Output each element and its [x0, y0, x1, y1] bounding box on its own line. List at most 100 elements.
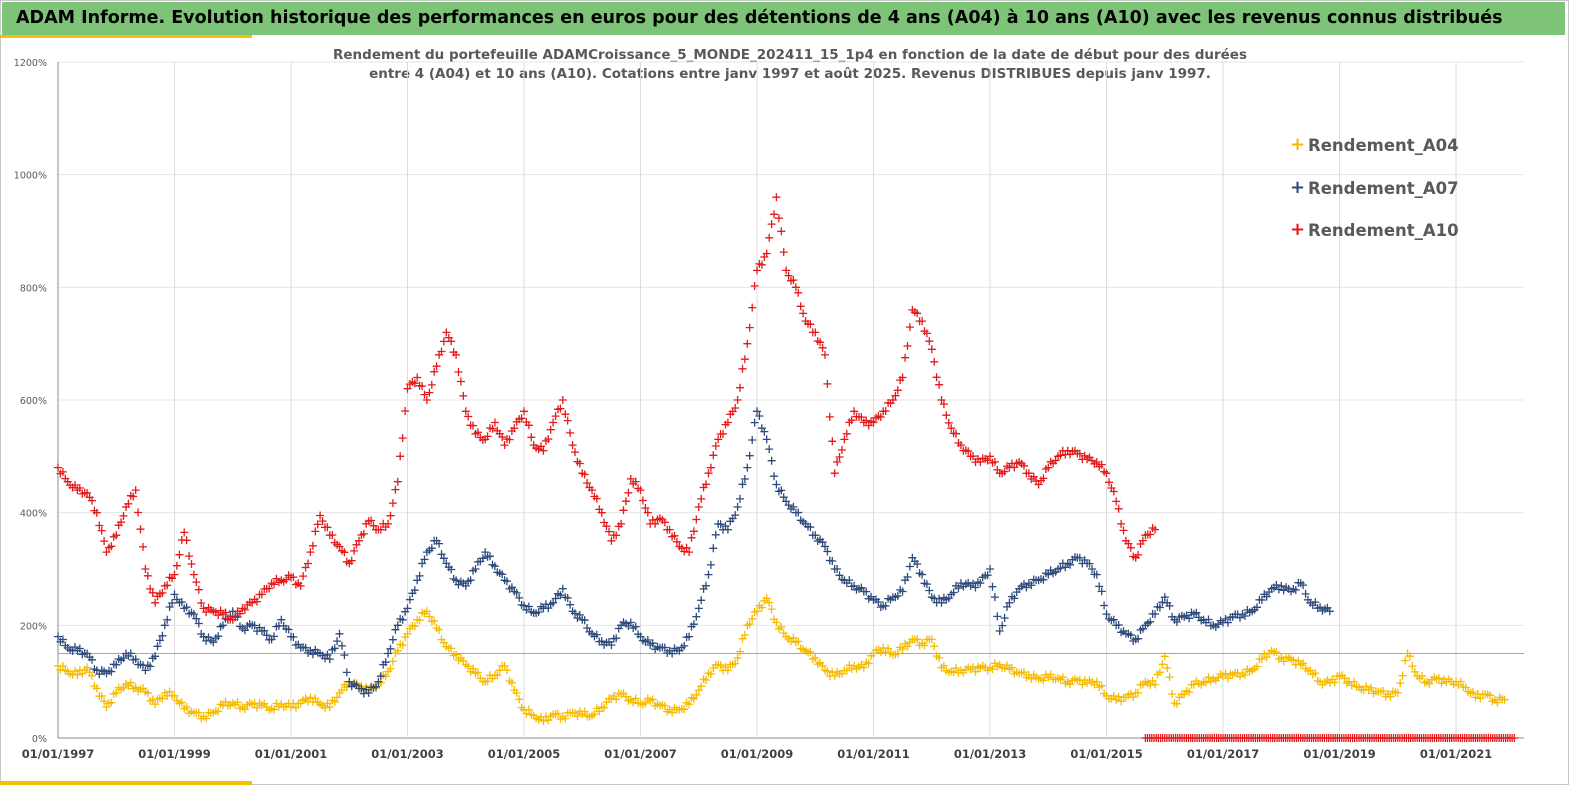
data-point	[600, 703, 609, 712]
data-point	[262, 631, 271, 640]
data-point	[685, 700, 694, 709]
data-point	[355, 536, 363, 545]
data-point	[374, 677, 383, 686]
data-point	[539, 446, 548, 455]
data-point	[901, 353, 910, 362]
data-point	[842, 666, 851, 675]
data-point	[648, 695, 657, 704]
data-point	[338, 641, 346, 650]
data-point	[1134, 550, 1143, 559]
data-point	[139, 542, 147, 551]
data-point	[1126, 631, 1135, 640]
data-point	[876, 413, 885, 421]
page-title: ADAM Informe. Evolution historique des p…	[2, 2, 1565, 35]
data-point	[88, 671, 96, 680]
data-point	[818, 538, 827, 547]
data-point	[1155, 668, 1164, 677]
data-point	[779, 248, 788, 257]
data-point	[745, 323, 754, 332]
data-point	[333, 637, 342, 646]
data-point	[1340, 674, 1349, 683]
data-point	[347, 556, 356, 565]
data-point	[398, 434, 407, 443]
data-point	[750, 282, 759, 290]
data-point	[903, 342, 912, 350]
data-point	[716, 520, 725, 529]
data-point	[864, 421, 873, 430]
data-point	[170, 691, 179, 700]
data-point	[473, 428, 482, 437]
data-point	[1172, 618, 1181, 626]
data-point	[828, 437, 837, 446]
data-point	[1418, 672, 1427, 680]
data-point	[767, 456, 776, 465]
data-point	[131, 655, 140, 664]
data-point	[1088, 565, 1096, 573]
data-point	[733, 654, 742, 662]
data-point	[194, 708, 203, 717]
data-point	[947, 424, 956, 433]
data-point	[520, 407, 528, 416]
data-point	[743, 339, 752, 348]
data-point	[143, 689, 152, 698]
data-point	[806, 320, 815, 329]
data-point	[566, 600, 575, 609]
data-point	[748, 303, 757, 312]
data-point	[214, 632, 223, 641]
data-point	[704, 570, 713, 579]
y-tick-label: 1200%	[14, 58, 47, 69]
y-tick-label: 400%	[20, 509, 47, 520]
data-point	[345, 677, 354, 686]
data-point	[1027, 581, 1036, 590]
data-point	[811, 328, 820, 337]
data-point	[126, 649, 135, 658]
data-point	[942, 411, 951, 420]
data-point	[711, 530, 720, 539]
data-point	[806, 523, 815, 532]
data-point	[490, 562, 499, 571]
data-point	[512, 588, 521, 597]
data-point	[811, 654, 820, 662]
data-point	[459, 391, 468, 400]
legend-item-a10: + Rendement_A10	[1290, 219, 1459, 262]
data-point	[918, 570, 927, 579]
x-tick-label: 01/01/2009	[721, 747, 793, 761]
data-point	[753, 607, 761, 616]
data-point	[151, 598, 160, 607]
data-point	[112, 531, 121, 540]
data-point	[702, 480, 710, 489]
data-point	[905, 323, 914, 332]
data-point	[969, 452, 977, 461]
data-point	[119, 654, 128, 663]
data-point	[651, 519, 660, 528]
data-point	[490, 418, 499, 427]
data-point	[464, 412, 473, 421]
data-point	[905, 562, 914, 571]
data-point	[148, 588, 157, 597]
data-point	[1102, 469, 1111, 478]
data-point	[1262, 592, 1271, 601]
data-point	[197, 599, 206, 607]
data-point	[194, 619, 203, 628]
data-point	[422, 396, 431, 404]
data-point	[410, 379, 419, 388]
data-point	[95, 521, 104, 530]
data-point	[1160, 593, 1169, 602]
data-point	[1020, 668, 1028, 677]
y-tick-label: 600%	[20, 396, 47, 407]
data-point	[762, 435, 771, 444]
data-point	[486, 552, 494, 561]
data-point	[384, 649, 393, 658]
data-point	[738, 480, 747, 489]
data-point	[869, 418, 878, 427]
data-point	[340, 651, 349, 660]
data-point	[364, 688, 373, 697]
data-point	[631, 694, 640, 703]
data-point	[770, 210, 778, 219]
data-point	[1046, 670, 1055, 679]
data-point	[571, 609, 579, 618]
data-point	[189, 570, 198, 579]
data-point	[862, 587, 871, 596]
data-point	[500, 661, 509, 670]
data-point	[549, 598, 558, 607]
